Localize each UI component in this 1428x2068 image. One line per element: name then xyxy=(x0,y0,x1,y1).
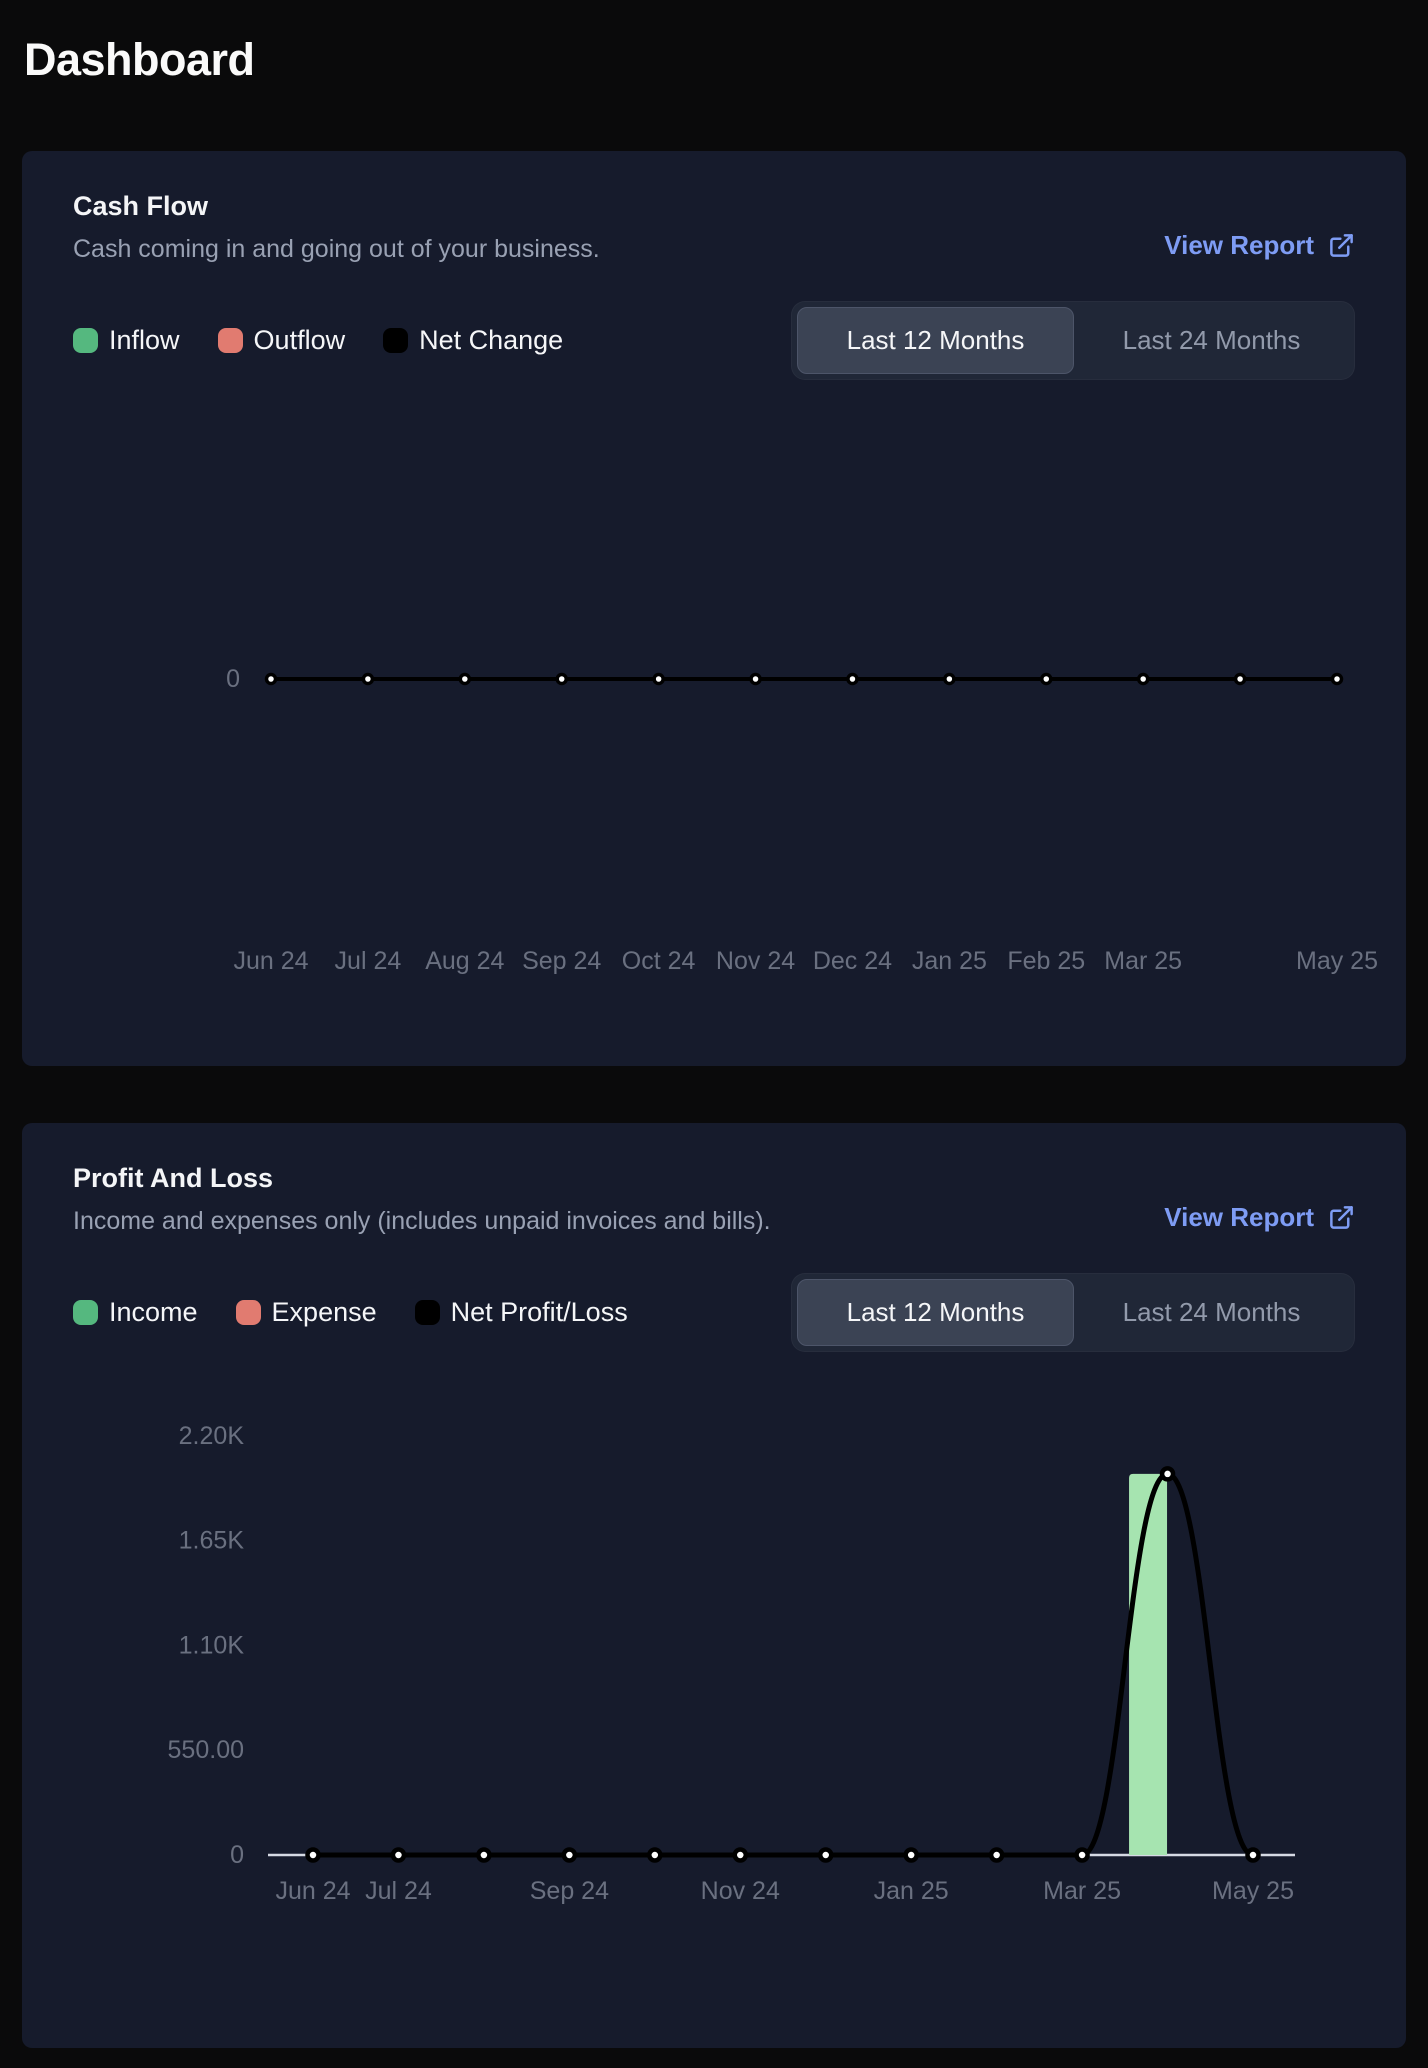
net-change-label: Net Change xyxy=(419,325,564,355)
legend-item-inflow: Inflow xyxy=(73,325,180,356)
profit-loss-legend: Income Expense Net Profit/Loss xyxy=(73,1297,628,1328)
svg-text:Sep 24: Sep 24 xyxy=(522,947,601,975)
range-12-months-button[interactable]: Last 12 Months xyxy=(797,1279,1074,1346)
view-report-link[interactable]: View Report xyxy=(1164,1202,1355,1233)
svg-text:Aug 24: Aug 24 xyxy=(425,947,504,975)
cash-flow-range-toggle: Last 12 Months Last 24 Months xyxy=(791,301,1355,380)
svg-text:Jan 25: Jan 25 xyxy=(874,1877,949,1905)
svg-text:Mar 25: Mar 25 xyxy=(1104,947,1182,975)
svg-text:1.65K: 1.65K xyxy=(179,1527,245,1555)
cash-flow-legend: Inflow Outflow Net Change xyxy=(73,325,563,356)
profit-loss-header: Profit And Loss Income and expenses only… xyxy=(73,1161,1355,1237)
card-title: Cash Flow xyxy=(73,191,209,221)
profit-loss-chart[interactable]: 2.20K 1.65K 1.10K 550.00 0 Jun 24 Jul 24 Sep 24… xyxy=(22,1123,1406,2048)
cash-flow-header: Cash Flow Cash coming in and going out o… xyxy=(73,189,1355,265)
svg-text:1.10K: 1.10K xyxy=(179,1631,245,1659)
income-label: Income xyxy=(109,1297,198,1327)
svg-text:Nov 24: Nov 24 xyxy=(701,1877,780,1905)
net-change-swatch xyxy=(383,328,409,353)
svg-text:Nov 24: Nov 24 xyxy=(716,947,795,975)
svg-text:Sep 24: Sep 24 xyxy=(530,1877,609,1905)
inflow-swatch xyxy=(73,328,98,353)
svg-text:Feb 25: Feb 25 xyxy=(1007,947,1085,975)
range-24-months-button[interactable]: Last 24 Months xyxy=(1074,307,1349,374)
svg-text:0: 0 xyxy=(230,1841,244,1869)
legend-item-net-profit-loss: Net Profit/Loss xyxy=(414,1297,628,1328)
profit-loss-range-toggle: Last 12 Months Last 24 Months xyxy=(791,1273,1355,1352)
cash-flow-card: Cash Flow Cash coming in and going out o… xyxy=(22,151,1406,1066)
net-profit-loss-swatch xyxy=(414,1300,440,1325)
svg-text:Jul 24: Jul 24 xyxy=(365,1877,432,1905)
view-report-label: View Report xyxy=(1164,1202,1314,1232)
profit-loss-card: Profit And Loss Income and expenses only… xyxy=(22,1123,1406,2048)
range-12-months-button[interactable]: Last 12 Months xyxy=(797,307,1074,374)
outflow-label: Outflow xyxy=(253,325,346,355)
svg-text:Dec 24: Dec 24 xyxy=(813,947,892,975)
svg-text:May 25: May 25 xyxy=(1296,947,1378,975)
external-link-icon xyxy=(1330,234,1353,257)
svg-text:2.20K: 2.20K xyxy=(179,1422,245,1450)
profit-loss-controls: Income Expense Net Profit/Loss Last 12 M… xyxy=(73,1273,1355,1352)
cash-flow-controls: Inflow Outflow Net Change Last 12 Months… xyxy=(73,301,1355,380)
expense-swatch xyxy=(235,1300,261,1325)
svg-text:Mar 25: Mar 25 xyxy=(1043,1877,1121,1905)
profit-loss-titles: Profit And Loss Income and expenses only… xyxy=(73,1161,771,1237)
legend-item-expense: Expense xyxy=(235,1297,377,1328)
external-link-icon xyxy=(1330,1206,1353,1229)
svg-text:Jun 24: Jun 24 xyxy=(275,1877,350,1905)
income-swatch xyxy=(73,1300,98,1325)
expense-label: Expense xyxy=(271,1297,377,1327)
svg-text:Jan 25: Jan 25 xyxy=(912,947,987,975)
svg-text:Jul 24: Jul 24 xyxy=(335,947,402,975)
legend-item-income: Income xyxy=(73,1297,198,1328)
legend-item-outflow: Outflow xyxy=(217,325,346,356)
svg-text:550.00: 550.00 xyxy=(168,1736,244,1764)
card-subtitle: Cash coming in and going out of your bus… xyxy=(73,235,600,263)
net-profit-loss-label: Net Profit/Loss xyxy=(450,1297,628,1327)
svg-text:May 25: May 25 xyxy=(1212,1877,1294,1905)
card-title: Profit And Loss xyxy=(73,1163,273,1193)
svg-text:Jun 24: Jun 24 xyxy=(233,947,308,975)
view-report-label: View Report xyxy=(1164,230,1314,260)
card-subtitle: Income and expenses only (includes unpai… xyxy=(73,1207,771,1235)
svg-text:0: 0 xyxy=(226,665,240,693)
cash-flow-chart[interactable]: 0 Jun 24 Jul 24 Aug 24 Sep 24 Oct 24 Nov 24 Dec… xyxy=(22,151,1406,1066)
cash-flow-titles: Cash Flow Cash coming in and going out o… xyxy=(73,189,600,265)
page-title: Dashboard xyxy=(24,34,255,85)
outflow-swatch xyxy=(217,328,243,353)
range-24-months-button[interactable]: Last 24 Months xyxy=(1074,1279,1349,1346)
view-report-link[interactable]: View Report xyxy=(1164,230,1355,261)
legend-item-net-change: Net Change xyxy=(383,325,563,356)
svg-text:Oct 24: Oct 24 xyxy=(622,947,696,975)
inflow-label: Inflow xyxy=(109,325,180,355)
